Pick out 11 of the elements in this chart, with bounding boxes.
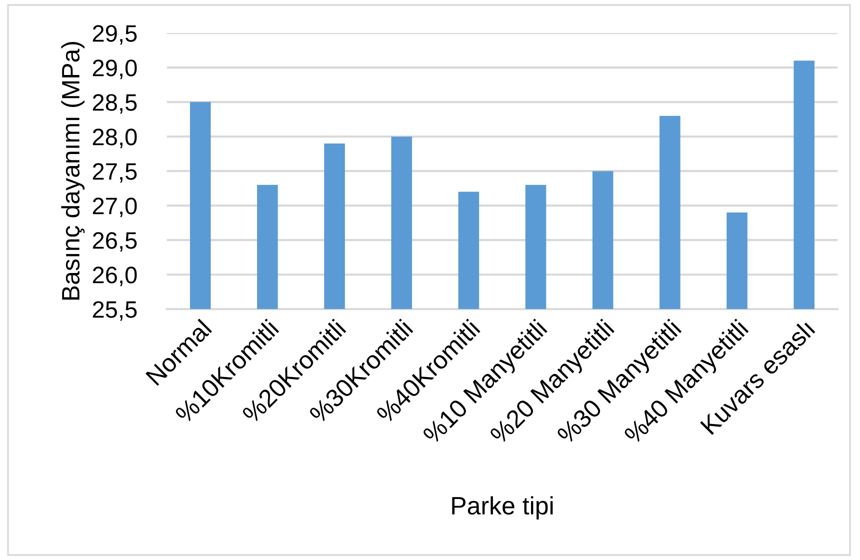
y-tick-label: 27,5	[92, 163, 137, 183]
y-tick-label: 29,0	[92, 60, 137, 80]
y-tick-label: 28,5	[92, 94, 137, 114]
y-tick-label: 25,5	[92, 301, 137, 321]
y-axis-title: Basınç dayanımı (MPa)	[61, 42, 85, 300]
y-tick-label: 27,0	[92, 198, 137, 218]
y-tick-label: 29,5	[92, 25, 137, 45]
y-tick-label: 26,0	[92, 266, 137, 286]
y-tick-label: 26,5	[92, 232, 137, 252]
x-axis-title: Parke tipi	[452, 496, 553, 520]
y-tick-label: 28,0	[92, 128, 137, 148]
